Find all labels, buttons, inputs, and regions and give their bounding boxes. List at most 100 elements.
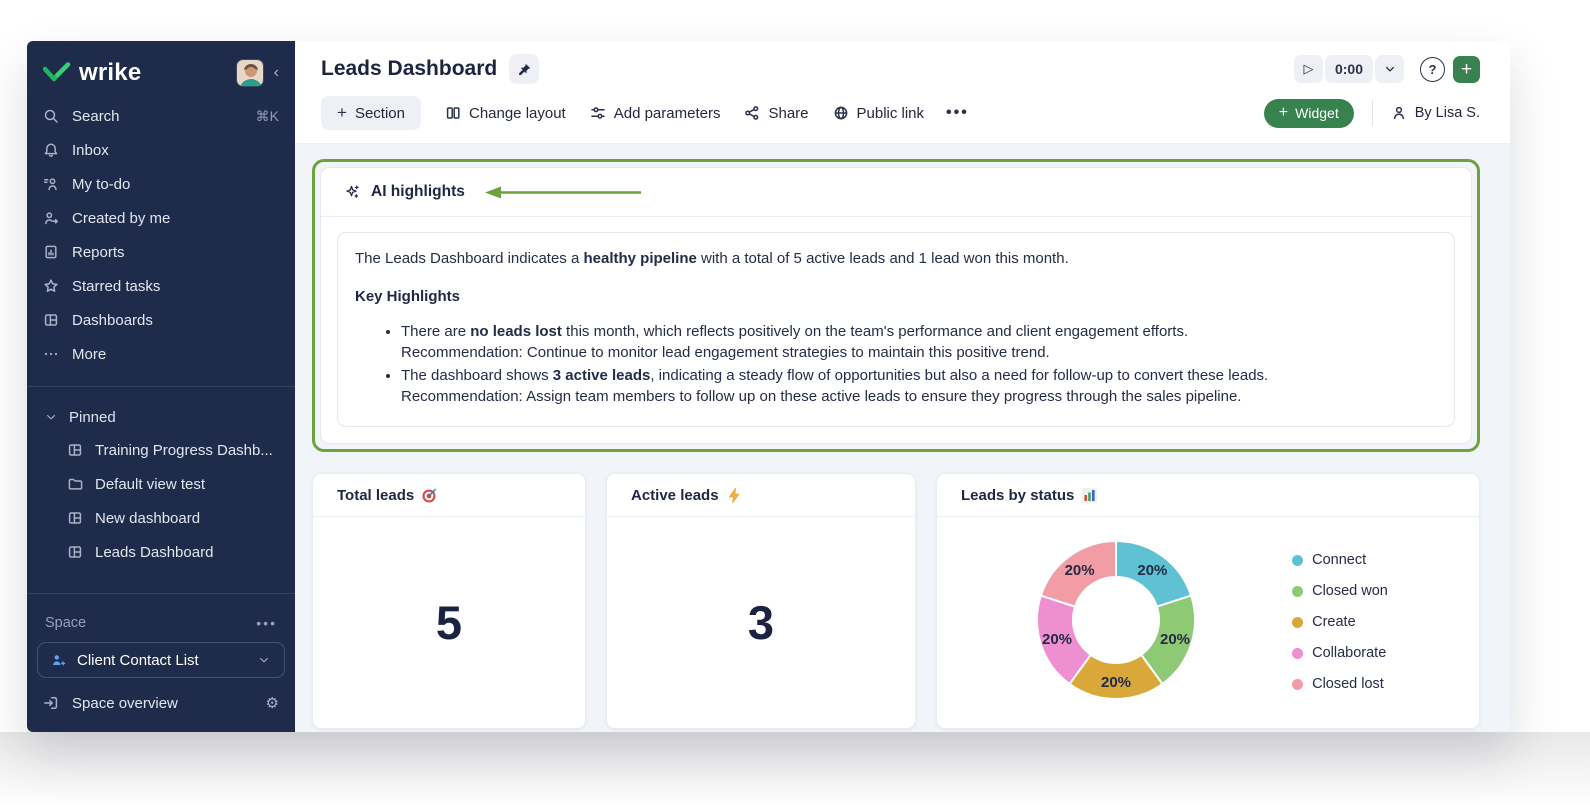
legend-label: Collaborate bbox=[1312, 645, 1387, 661]
leads-by-status-title: Leads by status bbox=[961, 486, 1075, 504]
widgets-row: Total leads bbox=[312, 472, 1480, 729]
share-button[interactable]: Share bbox=[744, 105, 809, 122]
toolbar-more-button[interactable]: ••• bbox=[946, 104, 969, 121]
pinned-item-training-progress[interactable]: Training Progress Dashb... bbox=[27, 433, 295, 467]
ai-highlights-title: AI highlights bbox=[371, 183, 465, 200]
plus-icon: + bbox=[337, 103, 347, 122]
svg-text:20%: 20% bbox=[1137, 561, 1167, 578]
public-link-label: Public link bbox=[856, 104, 925, 122]
sidebar-item-my-todo[interactable]: My to-do bbox=[27, 167, 295, 201]
bell-icon bbox=[43, 142, 59, 158]
sidebar-item-label: Search bbox=[72, 107, 120, 125]
annotation-arrow-icon bbox=[484, 186, 641, 198]
space-more-button[interactable]: ••• bbox=[256, 615, 277, 631]
total-leads-value: 5 bbox=[435, 595, 463, 649]
plus-icon: + bbox=[1278, 104, 1289, 121]
toolbar-divider bbox=[1371, 100, 1373, 126]
sidebar-item-dashboards[interactable]: Dashboards bbox=[27, 303, 295, 337]
sidebar-item-search[interactable]: Search ⌘K bbox=[27, 99, 295, 133]
ai-highlights-highlight-border: AI highlights The Leads Dashboard indica… bbox=[312, 159, 1480, 452]
total-leads-header: Total leads bbox=[313, 474, 585, 517]
todo-person-icon bbox=[43, 176, 59, 192]
gear-icon[interactable]: ⚙ bbox=[265, 694, 279, 712]
add-section-button[interactable]: + Section bbox=[321, 96, 421, 130]
sidebar-item-label: Created by me bbox=[72, 209, 171, 227]
ai-highlights-header[interactable]: AI highlights bbox=[321, 168, 1471, 217]
pinned-item-new-dashboard[interactable]: New dashboard bbox=[27, 501, 295, 535]
add-parameters-button[interactable]: Add parameters bbox=[590, 104, 721, 122]
legend-label: Closed lost bbox=[1312, 676, 1384, 692]
total-leads-widget[interactable]: Total leads bbox=[312, 472, 586, 729]
sidebar-item-created-by-me[interactable]: Created by me bbox=[27, 201, 295, 235]
user-avatar[interactable] bbox=[235, 59, 264, 87]
space-overview-label: Space overview bbox=[72, 694, 178, 712]
leads-by-status-body: 20% 20% 20% 20% 20% Connect Closed won bbox=[937, 517, 1479, 728]
add-parameters-label: Add parameters bbox=[613, 104, 721, 122]
legend-item-collaborate[interactable]: Collaborate bbox=[1292, 645, 1388, 661]
change-layout-label: Change layout bbox=[468, 104, 566, 122]
dashboard-header: Leads Dashboard ▷ 0:00 ? + bbox=[295, 41, 1510, 144]
dashboard-icon bbox=[67, 442, 83, 458]
total-leads-title: Total leads bbox=[337, 486, 415, 504]
pushpin-icon[interactable] bbox=[509, 54, 540, 84]
sidebar-logo-row: wrike ‹ bbox=[27, 55, 295, 99]
svg-text:20%: 20% bbox=[1042, 631, 1072, 648]
dashboard-icon bbox=[43, 312, 59, 328]
sidebar-item-starred-tasks[interactable]: Starred tasks bbox=[27, 269, 295, 303]
ai-highlights-body: The Leads Dashboard indicates a healthy … bbox=[337, 232, 1455, 427]
lightning-icon bbox=[726, 487, 743, 504]
pinned-item-default-view-test[interactable]: Default view test bbox=[27, 467, 295, 501]
legend-item-connect[interactable]: Connect bbox=[1292, 552, 1388, 568]
chevron-down-icon bbox=[256, 652, 272, 668]
person-add-icon bbox=[50, 652, 66, 668]
change-layout-button[interactable]: Change layout bbox=[445, 105, 566, 122]
sidebar-item-reports[interactable]: Reports bbox=[27, 235, 295, 269]
sidebar-collapse-button[interactable]: ‹ bbox=[273, 64, 279, 81]
pinned-section-header[interactable]: Pinned bbox=[27, 401, 295, 433]
legend-label: Closed won bbox=[1312, 583, 1388, 599]
add-widget-button[interactable]: + Widget bbox=[1263, 98, 1354, 128]
space-selector[interactable]: Client Contact List bbox=[37, 642, 285, 678]
wrike-logo-text: wrike bbox=[79, 59, 142, 86]
help-button[interactable]: ? bbox=[1420, 56, 1445, 82]
dashboard-toolbar: + Section Change layout Add parameters bbox=[321, 96, 1480, 130]
legend-dot bbox=[1292, 585, 1304, 597]
share-icon bbox=[744, 105, 760, 121]
pinned-label: Pinned bbox=[69, 408, 116, 426]
author-info[interactable]: By Lisa S. bbox=[1391, 105, 1480, 121]
sidebar-item-label: Reports bbox=[72, 243, 125, 261]
ai-sparkle-icon bbox=[345, 184, 361, 200]
pinned-item-label: Training Progress Dashb... bbox=[95, 441, 273, 459]
sidebar-divider bbox=[27, 386, 295, 387]
space-selector-label: Client Contact List bbox=[77, 651, 199, 669]
ai-highlight-bullet: There are no leads lost this month, whic… bbox=[401, 321, 1437, 364]
play-icon[interactable]: ▷ bbox=[1294, 55, 1323, 83]
active-leads-header: Active leads bbox=[607, 474, 915, 517]
active-leads-title: Active leads bbox=[631, 486, 719, 504]
report-icon bbox=[43, 244, 59, 260]
legend-item-closed-won[interactable]: Closed won bbox=[1292, 583, 1388, 599]
legend-item-closed-lost[interactable]: Closed lost bbox=[1292, 676, 1388, 692]
background-fade bbox=[0, 732, 1590, 810]
sidebar-item-inbox[interactable]: Inbox bbox=[27, 133, 295, 167]
sidebar-item-label: More bbox=[72, 345, 107, 363]
person-arrow-icon bbox=[43, 210, 59, 226]
dashboard-icon bbox=[67, 510, 83, 526]
folder-icon bbox=[67, 476, 83, 492]
leads-by-status-widget[interactable]: Leads by status 20% 2 bbox=[936, 472, 1480, 729]
legend-item-create[interactable]: Create bbox=[1292, 614, 1388, 630]
sidebar-item-label: My to-do bbox=[72, 175, 131, 193]
chevron-down-icon[interactable] bbox=[1375, 55, 1404, 83]
star-icon bbox=[43, 278, 59, 294]
timer-value[interactable]: 0:00 bbox=[1325, 55, 1373, 83]
svg-text:20%: 20% bbox=[1101, 674, 1131, 691]
widget-button-label: Widget bbox=[1295, 105, 1339, 121]
pinned-item-leads-dashboard[interactable]: Leads Dashboard bbox=[27, 535, 295, 569]
active-leads-widget[interactable]: Active leads 3 bbox=[606, 472, 916, 729]
sidebar-item-more[interactable]: More bbox=[27, 337, 295, 371]
page-title: Leads Dashboard bbox=[321, 57, 498, 80]
donut-chart[interactable]: 20% 20% 20% 20% 20% bbox=[1028, 532, 1204, 713]
sidebar-item-space-overview[interactable]: Space overview ⚙ bbox=[27, 686, 295, 720]
public-link-button[interactable]: Public link bbox=[833, 104, 925, 122]
global-add-button[interactable]: + bbox=[1453, 55, 1480, 83]
